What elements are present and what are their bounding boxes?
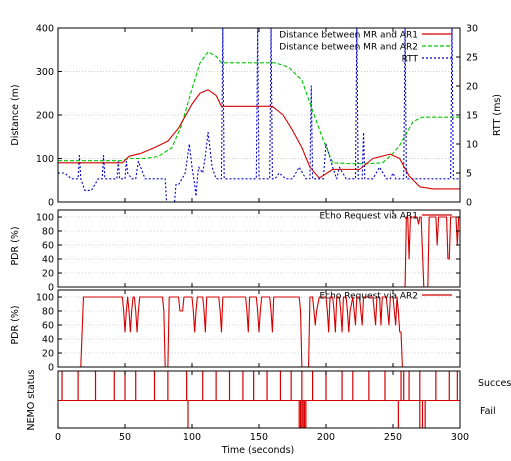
fail-state-label: Fail — [480, 406, 496, 417]
rtt-tick-label: 30 — [466, 24, 478, 35]
pdr-ar1-tick-label: 20 — [42, 269, 54, 280]
panel-frames — [57, 27, 461, 429]
pdr-ar2-axis-label: PDR (%) — [10, 305, 21, 344]
pdr-ar2-legend-label: Echo Request via AR2 — [320, 292, 418, 302]
x-tick-label: 100 — [183, 432, 201, 443]
legend-layer: Distance between MR and AR1 Distance betw… — [279, 31, 452, 302]
rtt-tick-label: 20 — [466, 82, 478, 93]
pdr-ar2-tick-label: 40 — [42, 335, 54, 346]
rtt-tick-label: 10 — [466, 140, 478, 151]
tick-layer: 0100200300400051015202530020406080100020… — [36, 24, 478, 444]
x-tick-label: 0 — [55, 432, 61, 443]
pdr-ar2-line — [58, 296, 460, 368]
rtt-tick-label: 15 — [466, 111, 478, 122]
distance-tick-label: 200 — [36, 111, 54, 122]
pdr-ar1-tick-label: 40 — [42, 255, 54, 266]
pdr-ar1-tick-label: 60 — [42, 241, 54, 252]
x-tick-label: 150 — [250, 432, 268, 443]
distance-axis-label: Distance (m) — [10, 84, 21, 145]
distance-legend-label-2: RTT — [402, 55, 419, 65]
distance-legend-label-0: Distance between MR and AR1 — [279, 31, 418, 41]
distance-tick-label: 0 — [48, 198, 54, 209]
rtt-tick-label: 5 — [466, 169, 472, 180]
pdr-ar1-line — [58, 216, 460, 288]
rtt-tick-label: 0 — [466, 198, 472, 209]
pdr-ar1-tick-label: 80 — [42, 227, 54, 238]
pdr-ar2-tick-label: 60 — [42, 321, 54, 332]
distance-tick-label: 400 — [36, 24, 54, 35]
time-axis-label: Time (seconds) — [221, 445, 295, 456]
nemo-status-panel-frame — [57, 370, 461, 429]
distance-ar1-line — [58, 89, 460, 190]
pdr-ar1-panel-frame — [57, 209, 461, 288]
rtt-axis-label: RTT (ms) — [492, 94, 503, 136]
x-tick-label: 300 — [451, 432, 469, 443]
pdr-ar1-axis-label: PDR (%) — [10, 226, 21, 265]
success-state-label: Succes — [478, 378, 511, 389]
distance-tick-label: 300 — [36, 67, 54, 78]
rtt-tick-label: 25 — [466, 53, 478, 64]
pdr-ar2-tick-label: 20 — [42, 349, 54, 360]
pdr-ar2-tick-label: 0 — [48, 363, 54, 374]
x-tick-label: 200 — [317, 432, 335, 443]
pdr-ar2-tick-label: 100 — [36, 293, 54, 304]
nemo-status-axis-label: NEMO status — [26, 369, 37, 430]
x-tick-label: 250 — [384, 432, 402, 443]
distance-ar2-line — [58, 51, 460, 165]
pdr-ar1-legend-label: Echo Request via AR1 — [320, 212, 418, 222]
x-tick-label: 50 — [119, 432, 131, 443]
grid-layer — [58, 71, 460, 354]
pdr-ar1-tick-label: 0 — [48, 283, 54, 294]
pdr-ar1-tick-label: 100 — [36, 213, 54, 224]
distance-tick-label: 100 — [36, 154, 54, 165]
data-layer — [58, 27, 460, 428]
label-layer: Distance (m) RTT (ms) PDR (%) PDR (%) NE… — [10, 84, 511, 456]
distance-legend-label-1: Distance between MR and AR2 — [279, 43, 418, 53]
pdr-ar2-tick-label: 80 — [42, 307, 54, 318]
